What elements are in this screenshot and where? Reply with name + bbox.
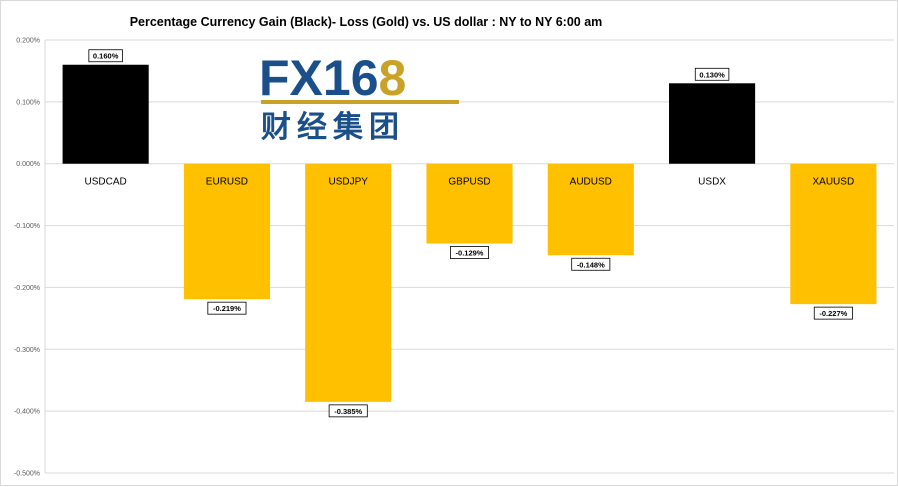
svg-text:-0.385%: -0.385% [334, 407, 362, 416]
logo-underline [261, 100, 459, 104]
data-label: -0.148% [571, 257, 611, 271]
chart-title: Percentage Currency Gain (Black)- Loss (… [129, 15, 603, 29]
y-tick-label: -0.300% [14, 347, 40, 354]
bar-audusd [547, 163, 634, 256]
bar-xauusd [790, 163, 877, 305]
data-label: -0.129% [449, 246, 489, 259]
svg-text:0.130%: 0.130% [699, 70, 725, 79]
category-label: GBPUSD [448, 177, 490, 188]
y-tick-label: 0.100% [16, 99, 40, 106]
bar-usdcad [62, 64, 149, 164]
category-label: EURUSD [206, 177, 248, 188]
data-label: 0.160% [88, 49, 123, 63]
svg-text:0.160%: 0.160% [93, 52, 119, 61]
category-label: USDJPY [328, 177, 368, 188]
bar-gbpusd [426, 163, 513, 244]
y-tick-label: -0.200% [14, 285, 40, 292]
y-tick-label: -0.500% [14, 471, 40, 478]
category-label: USDCAD [85, 177, 127, 188]
y-tick-label: -0.100% [14, 223, 40, 230]
category-label: XAUUSD [813, 177, 855, 188]
data-label: -0.227% [813, 306, 853, 320]
fx168-logo-watermark: FX168 财经集团 [259, 50, 459, 145]
data-label: 0.130% [694, 67, 730, 81]
svg-text:-0.219%: -0.219% [213, 304, 241, 313]
svg-text:-0.129%: -0.129% [456, 249, 484, 258]
data-label: -0.219% [207, 301, 247, 315]
logo-brand-text: FX168 [259, 50, 406, 106]
data-label: -0.385% [328, 404, 368, 418]
y-tick-label: 0.000% [16, 161, 40, 168]
bar-usdx [669, 83, 756, 164]
logo-subtitle-text: 财经集团 [261, 110, 405, 145]
category-label: AUDUSD [570, 177, 612, 188]
svg-text:-0.148%: -0.148% [577, 260, 605, 269]
y-tick-label: -0.400% [14, 409, 40, 416]
bar-usdjpy [305, 163, 392, 402]
svg-text:-0.227%: -0.227% [819, 309, 847, 318]
category-label: USDX [698, 177, 726, 188]
y-tick-label: 0.200% [16, 38, 40, 45]
bar-eurusd [183, 163, 270, 300]
